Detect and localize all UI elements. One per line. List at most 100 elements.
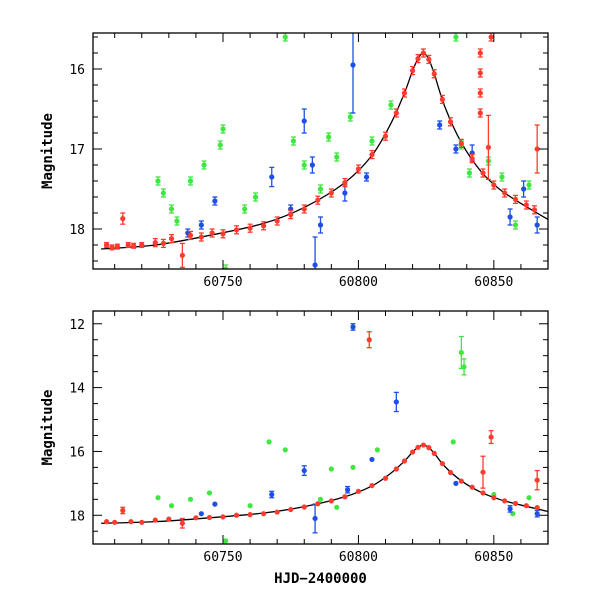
point-marker [288,212,294,218]
point-marker [301,504,307,510]
x-tick-label: 60750 [203,550,242,565]
data-point [160,188,167,198]
data-point [103,519,110,525]
data-point [363,172,370,182]
data-point [301,504,307,510]
y-axis-title: Magnitude [40,390,56,466]
point-marker [521,186,527,192]
data-point [342,184,348,202]
point-marker [502,190,508,196]
data-point [477,108,483,118]
point-marker [480,170,486,176]
data-point [355,164,362,174]
data-point [344,485,351,494]
x-tick-label: 60850 [474,550,513,565]
point-marker [534,511,540,517]
point-marker [334,504,340,510]
data-point [488,430,494,445]
data-point [112,519,118,525]
point-marker [477,110,483,116]
point-marker [139,519,145,525]
data-point [209,228,215,238]
point-marker [437,122,443,128]
data-point [315,195,321,205]
point-marker [531,207,538,213]
data-point [261,511,267,517]
data-point [206,490,213,496]
point-marker [453,146,459,152]
point-marker [233,227,240,233]
point-marker [409,68,416,74]
point-marker [477,50,483,56]
data-point [317,184,324,194]
point-marker [168,236,175,242]
data-point [466,168,473,178]
y-tick-label: 16 [69,63,85,78]
data-point [374,447,380,453]
data-point [437,120,443,130]
point-marker [350,62,356,68]
point-marker [220,514,226,520]
data-point [350,323,356,331]
data-point [415,53,421,64]
point-marker [393,399,399,405]
data-point [409,449,416,455]
point-marker [187,232,194,238]
data-point [393,108,399,118]
point-marker [526,182,532,188]
data-point [447,469,454,476]
data-point [401,458,408,464]
point-marker [317,496,324,502]
point-marker [488,434,494,440]
point-marker [507,506,513,512]
point-marker [458,140,464,146]
point-marker [431,71,437,77]
data-point [477,88,483,98]
data-point [168,204,175,214]
point-marker [206,490,213,496]
point-marker [155,495,161,501]
data-point [160,238,167,249]
x-axis-title: HJD−2400000 [274,571,367,587]
point-marker [152,240,158,246]
data-point [382,475,389,481]
point-marker [409,449,416,455]
data-point [179,517,185,529]
data-point [453,480,459,486]
data-point [152,237,158,248]
data-point [198,232,204,242]
point-marker [168,503,175,509]
data-point [507,505,513,513]
model-curve [101,444,548,524]
y-tick-label: 16 [69,445,85,460]
data-point [534,505,540,511]
data-point [139,241,145,249]
point-marker [274,509,280,515]
green-series [155,33,532,269]
point-marker [166,516,172,522]
data-point [502,188,508,198]
point-marker [252,194,259,200]
data-point [328,188,334,198]
point-marker [477,90,483,96]
point-marker [168,206,175,212]
point-marker [269,174,275,180]
point-marker [233,512,240,518]
data-point [155,495,161,501]
data-point [523,503,529,509]
point-marker [198,222,204,228]
data-point [502,498,508,504]
point-marker [374,447,380,453]
data-point [334,504,340,510]
point-marker [266,439,272,445]
point-marker [393,466,399,472]
point-marker [447,119,454,125]
point-marker [469,484,475,490]
point-marker [312,262,318,268]
data-point [269,166,275,188]
data-point [290,136,297,146]
point-marker [103,242,110,248]
data-point [220,124,226,134]
data-point [247,223,253,233]
data-point [342,494,348,500]
